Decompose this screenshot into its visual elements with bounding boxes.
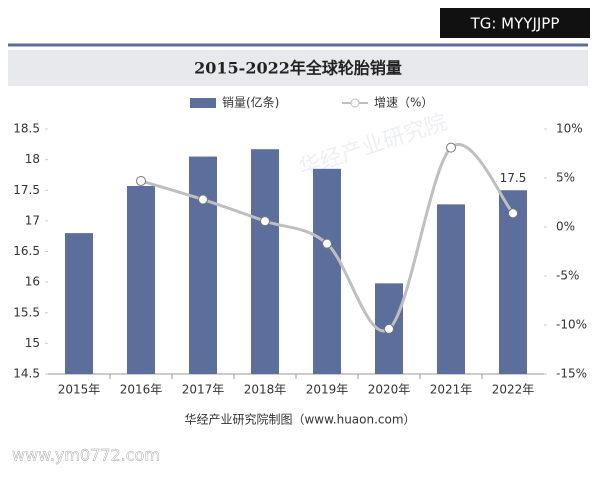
point <box>136 175 146 186</box>
x-tick-label: 2018年 <box>244 383 287 397</box>
y-tick-label: 14.5 <box>13 367 40 381</box>
chart-title: 2015-2022年全球轮胎销量 <box>194 59 402 78</box>
point <box>384 323 394 334</box>
bar <box>65 233 93 374</box>
point <box>446 142 456 153</box>
legend-swatch <box>350 98 360 108</box>
x-tick-label: 2019年 <box>306 383 349 397</box>
y-tick-label: 18.5 <box>13 122 40 136</box>
bar <box>437 204 465 374</box>
y2-tick-label: 10% <box>556 122 583 136</box>
y-tick-label: 15 <box>25 336 40 350</box>
title-band <box>8 50 588 86</box>
bar <box>251 149 279 374</box>
y2-tick-label: 5% <box>556 171 575 185</box>
x-tick-label: 2016年 <box>120 383 163 397</box>
y-tick-label: 16.5 <box>13 244 40 258</box>
point <box>508 208 518 219</box>
bar <box>499 190 527 374</box>
watermark: TG: MYYJJPP <box>470 15 560 33</box>
y2-tick-label: -10% <box>556 318 587 332</box>
y-tick-label: 16 <box>25 275 40 289</box>
point <box>198 194 208 205</box>
y2-tick-label: 0% <box>556 220 575 234</box>
y-tick-label: 15.5 <box>13 305 40 319</box>
x-tick-label: 2017年 <box>182 383 225 397</box>
bar <box>127 185 155 374</box>
x-tick-label: 2022年 <box>492 383 535 397</box>
point <box>260 216 270 227</box>
data-label: 17.5 <box>500 171 527 185</box>
legend-label: 增速（%） <box>374 96 433 110</box>
y2-tick-label: -5% <box>556 269 579 283</box>
x-tick-label: 2021年 <box>430 383 473 397</box>
x-tick-label: 2015年 <box>58 383 101 397</box>
watermark: www.ym0772.com <box>12 446 160 465</box>
legend-swatch <box>190 98 216 108</box>
legend-label: 销量(亿条) <box>222 95 279 110</box>
y-tick-label: 17 <box>25 213 40 227</box>
y2-tick-label: -15% <box>556 367 587 381</box>
source-note: 华经产业研究院制图（www.huaon.com） <box>184 412 415 427</box>
point <box>322 238 332 249</box>
y-tick-label: 18 <box>25 152 40 166</box>
x-tick-label: 2020年 <box>368 383 411 397</box>
y-tick-label: 17.5 <box>13 183 40 197</box>
bar <box>313 168 341 374</box>
bar <box>189 156 217 374</box>
watermark-box <box>440 8 590 38</box>
